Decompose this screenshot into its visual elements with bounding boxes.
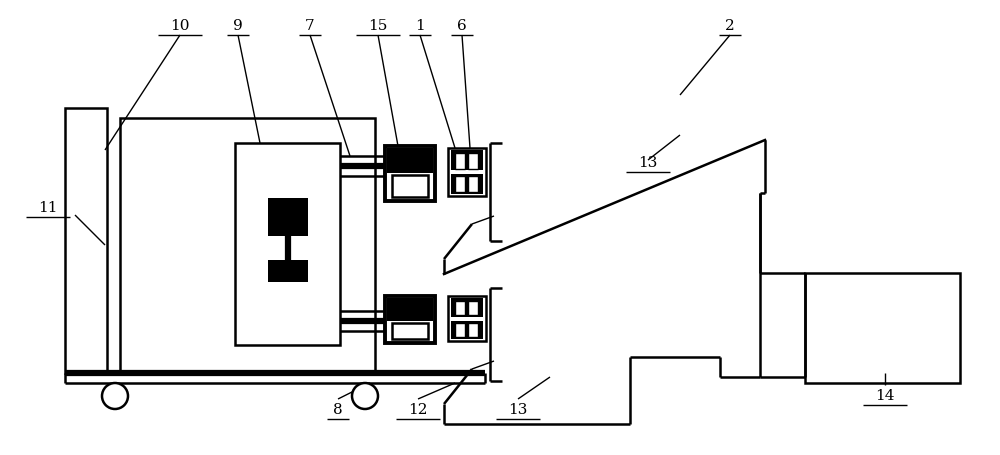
Bar: [455, 301, 465, 315]
Bar: [268, 260, 308, 282]
Bar: [805, 273, 960, 383]
Bar: [468, 176, 478, 192]
Text: 13: 13: [508, 403, 528, 417]
Text: 14: 14: [875, 389, 895, 403]
Bar: [392, 323, 428, 339]
Text: 2: 2: [725, 19, 735, 33]
Bar: [455, 323, 465, 337]
Bar: [385, 146, 435, 201]
Text: 10: 10: [170, 19, 190, 33]
Bar: [268, 236, 308, 244]
Text: 8: 8: [333, 403, 343, 417]
Bar: [451, 317, 483, 321]
Bar: [451, 170, 483, 174]
Text: 6: 6: [457, 19, 467, 33]
Bar: [451, 174, 483, 194]
Bar: [468, 153, 478, 169]
Bar: [392, 175, 428, 197]
Circle shape: [352, 383, 378, 409]
Text: 12: 12: [408, 403, 428, 417]
Text: 15: 15: [368, 19, 388, 33]
Bar: [451, 321, 483, 339]
Text: 9: 9: [233, 19, 243, 33]
Bar: [455, 176, 465, 192]
Bar: [451, 150, 483, 170]
Text: 1: 1: [415, 19, 425, 33]
Bar: [387, 148, 433, 173]
Bar: [448, 148, 486, 196]
Circle shape: [102, 383, 128, 409]
Bar: [120, 118, 375, 373]
Bar: [387, 298, 433, 321]
Bar: [448, 296, 486, 341]
Bar: [468, 323, 478, 337]
Bar: [468, 301, 478, 315]
Bar: [65, 108, 107, 373]
Bar: [455, 153, 465, 169]
Text: 7: 7: [305, 19, 315, 33]
Text: 13: 13: [638, 156, 658, 170]
Bar: [235, 143, 340, 345]
Bar: [268, 198, 308, 236]
Bar: [451, 298, 483, 317]
Text: 11: 11: [38, 201, 58, 215]
Bar: [385, 296, 435, 343]
